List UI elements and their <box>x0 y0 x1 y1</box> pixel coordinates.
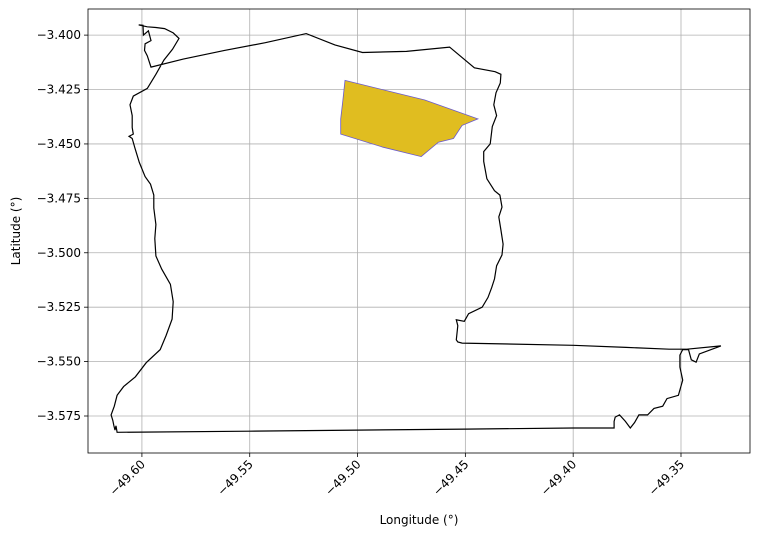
y-tick-label: −3.575 <box>37 409 81 423</box>
y-tick-label: −3.525 <box>37 300 81 314</box>
y-tick-label: −3.500 <box>37 246 81 260</box>
x-tick-label: −49.55 <box>215 457 256 498</box>
y-axis-label: Latitude (°) <box>9 197 23 266</box>
y-tick-label: −3.425 <box>37 83 81 97</box>
y-tick-label: −3.475 <box>37 191 81 205</box>
plot-frame <box>87 8 751 454</box>
x-tick-label: −49.60 <box>107 457 148 498</box>
y-tick-label: −3.400 <box>37 28 81 42</box>
x-axis-label: Longitude (°) <box>380 513 459 527</box>
x-tick-label: −49.50 <box>322 457 363 498</box>
x-tick-label: −49.35 <box>646 457 687 498</box>
x-tick-label: −49.45 <box>430 457 471 498</box>
x-tick-label: −49.40 <box>538 457 579 498</box>
region-boundary <box>110 24 722 433</box>
grid <box>88 9 750 453</box>
y-tick-label: −3.450 <box>37 137 81 151</box>
y-tick-label: −3.550 <box>37 355 81 369</box>
highlighted-area <box>340 79 480 158</box>
map-shapes <box>110 24 722 433</box>
